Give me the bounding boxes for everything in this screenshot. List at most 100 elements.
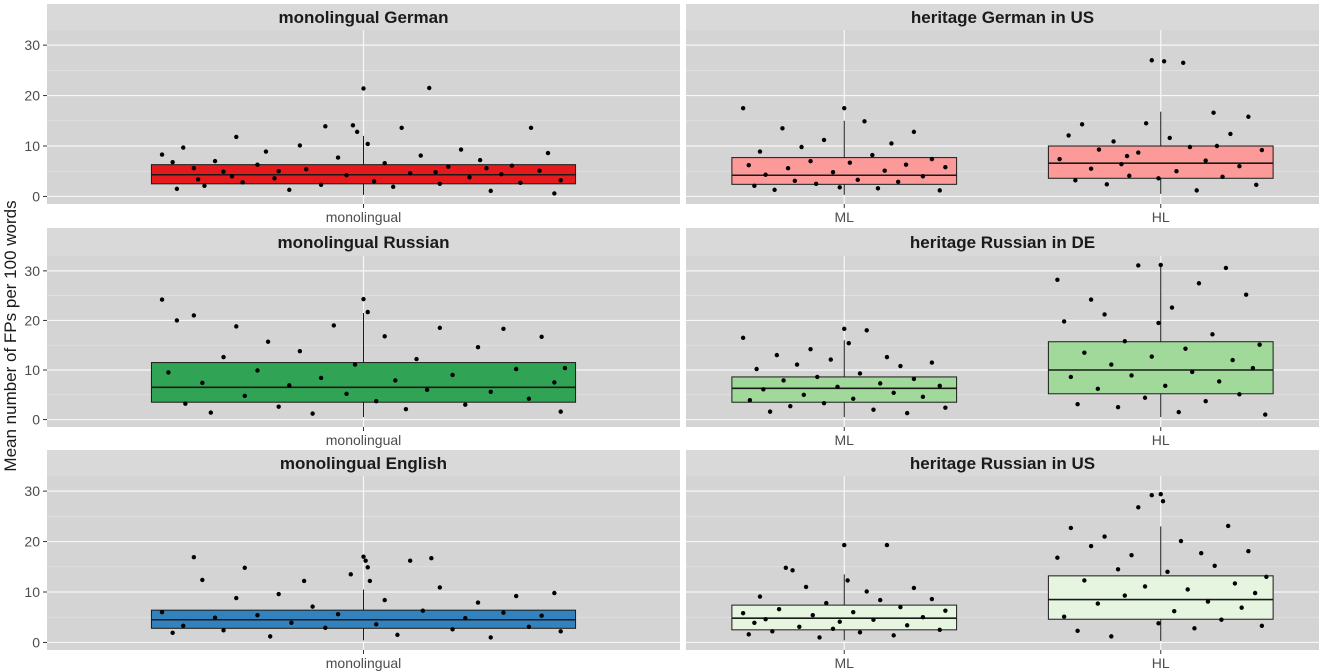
data-point — [1223, 265, 1229, 271]
data-point — [788, 403, 793, 409]
data-point — [335, 155, 341, 160]
data-point — [752, 620, 757, 625]
x-tick-label: HL — [1152, 209, 1170, 225]
box-iqr — [731, 157, 958, 185]
data-point — [191, 165, 197, 171]
data-point — [1246, 548, 1251, 554]
data-point — [212, 615, 218, 620]
data-point — [191, 555, 197, 560]
data-point — [1088, 543, 1094, 549]
data-point — [801, 392, 807, 397]
data-point — [1096, 147, 1102, 152]
data-point — [265, 339, 271, 344]
facet-title: heritage Russian in US — [910, 454, 1095, 473]
data-point — [891, 390, 896, 395]
data-point — [857, 371, 863, 376]
data-point — [774, 352, 780, 358]
data-point — [1055, 277, 1060, 282]
data-point — [1161, 59, 1167, 64]
data-point — [1259, 147, 1265, 153]
data-point — [1163, 383, 1168, 389]
data-point — [891, 633, 896, 638]
data-point — [1190, 369, 1195, 375]
data-point — [229, 174, 235, 179]
data-point — [1160, 499, 1166, 504]
data-point — [365, 565, 370, 570]
data-point — [287, 187, 292, 193]
facet-strip — [47, 228, 680, 256]
data-point — [1183, 346, 1188, 351]
data-point — [1055, 555, 1060, 560]
data-point — [323, 124, 328, 129]
data-point — [1102, 312, 1107, 317]
data-point — [1073, 178, 1078, 183]
data-point — [234, 595, 239, 601]
data-point — [1142, 395, 1148, 400]
data-point — [943, 164, 948, 170]
data-point — [174, 318, 180, 323]
data-point — [427, 85, 432, 91]
data-point — [898, 604, 903, 610]
data-point — [1205, 599, 1211, 604]
data-point — [937, 627, 942, 633]
data-point — [335, 611, 341, 617]
data-point — [1216, 379, 1222, 384]
data-point — [920, 615, 926, 620]
data-point — [289, 620, 294, 625]
data-point — [488, 389, 493, 395]
data-point — [1129, 552, 1134, 558]
y-tick-label: 10 — [24, 362, 40, 378]
data-point — [911, 129, 917, 135]
data-point — [1167, 135, 1172, 141]
data-point — [1232, 581, 1238, 586]
data-point — [889, 141, 894, 146]
data-point — [418, 153, 423, 158]
facet-panel: monolingual German 0 10 20 30 monolingual — [24, 4, 680, 225]
data-point — [475, 345, 481, 350]
data-point — [821, 137, 827, 143]
data-point — [350, 123, 356, 128]
data-point — [170, 630, 175, 636]
data-point — [1066, 133, 1071, 138]
data-point — [174, 186, 180, 192]
data-point — [808, 346, 813, 352]
box-iqr — [150, 362, 577, 403]
data-point — [297, 143, 303, 148]
data-point — [318, 182, 324, 188]
data-point — [810, 613, 815, 618]
data-point — [297, 348, 303, 354]
data-point — [1143, 121, 1149, 126]
data-point — [1203, 399, 1208, 404]
data-point — [1203, 158, 1208, 163]
data-point — [437, 181, 443, 187]
data-point — [1194, 188, 1199, 193]
data-point — [463, 402, 468, 407]
facet-panel: heritage Russian in US ML HL — [686, 450, 1319, 671]
data-point — [437, 585, 443, 590]
data-point — [467, 175, 472, 180]
data-point — [1239, 605, 1244, 610]
data-point — [1068, 374, 1074, 380]
data-point — [1102, 534, 1107, 539]
data-point — [763, 172, 768, 177]
y-tick-label: 30 — [24, 263, 40, 279]
data-point — [1136, 263, 1141, 268]
facet-strip — [686, 4, 1319, 30]
data-point — [884, 542, 890, 548]
data-point — [304, 167, 309, 172]
data-point — [159, 609, 165, 615]
data-point — [830, 626, 836, 632]
data-point — [276, 169, 281, 174]
data-point — [1129, 373, 1134, 378]
data-point — [501, 610, 506, 615]
facet-title: monolingual German — [278, 8, 448, 27]
data-point — [842, 542, 847, 548]
data-point — [272, 176, 277, 181]
data-point — [437, 325, 443, 331]
data-point — [837, 185, 842, 190]
data-point — [255, 613, 260, 618]
data-point — [537, 168, 542, 173]
data-point — [746, 632, 751, 637]
data-point — [221, 354, 226, 360]
data-point — [824, 600, 829, 606]
